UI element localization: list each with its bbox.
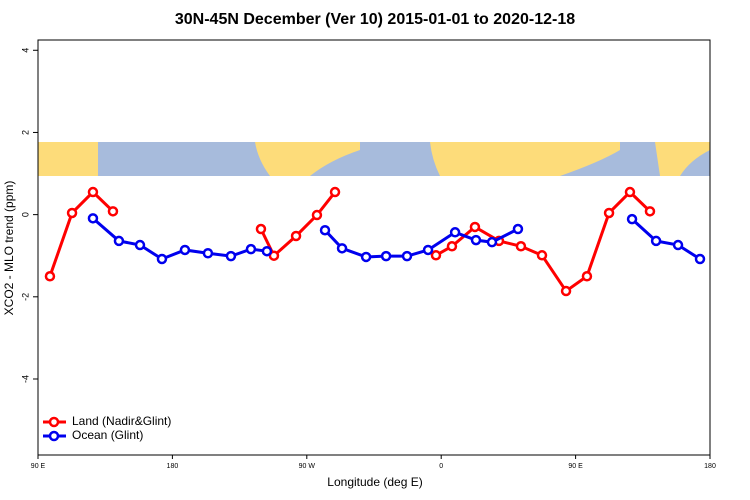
x-tick-label: 90 W [299, 463, 316, 470]
data-point [626, 213, 638, 225]
data-point [470, 234, 482, 246]
data-point [430, 250, 442, 261]
y-tick-label: 2 [20, 130, 30, 135]
data-point [536, 250, 548, 261]
legend-label: Ocean (Glint) [72, 428, 143, 442]
data-point [515, 241, 527, 252]
chart-title: 30N-45N December (Ver 10) 2015-01-01 to … [175, 11, 575, 28]
data-point [113, 235, 125, 247]
y-axis-label: XCO2 - MLO trend (ppm) [2, 181, 16, 316]
data-point [202, 248, 214, 259]
data-point [650, 235, 662, 247]
data-point [336, 243, 348, 254]
data-point [486, 236, 498, 248]
data-point [469, 221, 481, 233]
data-point [380, 250, 392, 262]
data-point [107, 206, 119, 217]
data-point [156, 253, 168, 265]
data-point [624, 186, 636, 198]
data-point [319, 224, 331, 236]
y-tick-label: -4 [20, 375, 30, 383]
data-point [446, 241, 458, 252]
data-point [261, 245, 273, 257]
data-point [290, 230, 302, 242]
data-point [134, 239, 146, 251]
data-point [512, 223, 524, 235]
data-point [87, 213, 99, 224]
data-point [179, 244, 191, 256]
data-point [422, 244, 434, 256]
data-point [87, 186, 99, 198]
data-point [560, 285, 572, 297]
legend-label: Land (Nadir&Glint) [72, 414, 171, 428]
x-tick-label: 180 [704, 463, 716, 470]
data-point [245, 243, 257, 255]
data-point [44, 271, 56, 282]
legend-marker [48, 430, 60, 442]
legend-marker [48, 416, 60, 428]
data-point [66, 207, 78, 219]
data-point [644, 206, 656, 217]
data-point [360, 251, 372, 263]
data-point [329, 186, 341, 198]
y-tick-label: -2 [20, 293, 30, 301]
data-point [268, 250, 280, 261]
data-point [694, 253, 706, 265]
x-axis-label: Longitude (deg E) [327, 475, 422, 489]
data-point [581, 271, 593, 282]
data-point [449, 227, 461, 238]
data-point [225, 250, 237, 262]
data-point [603, 207, 615, 219]
y-tick-label: 0 [20, 212, 30, 217]
y-tick-label: 4 [20, 48, 30, 53]
data-point [311, 209, 323, 221]
plot-frame [37, 39, 711, 456]
x-tick-label: 90 E [568, 463, 583, 470]
map-land [38, 142, 710, 176]
x-tick-label: 0 [439, 463, 443, 470]
data-point [255, 223, 267, 235]
data-point [672, 239, 684, 251]
x-tick-label: 180 [167, 463, 179, 470]
data-point [401, 250, 413, 262]
x-tick-label: 90 E [31, 463, 46, 470]
